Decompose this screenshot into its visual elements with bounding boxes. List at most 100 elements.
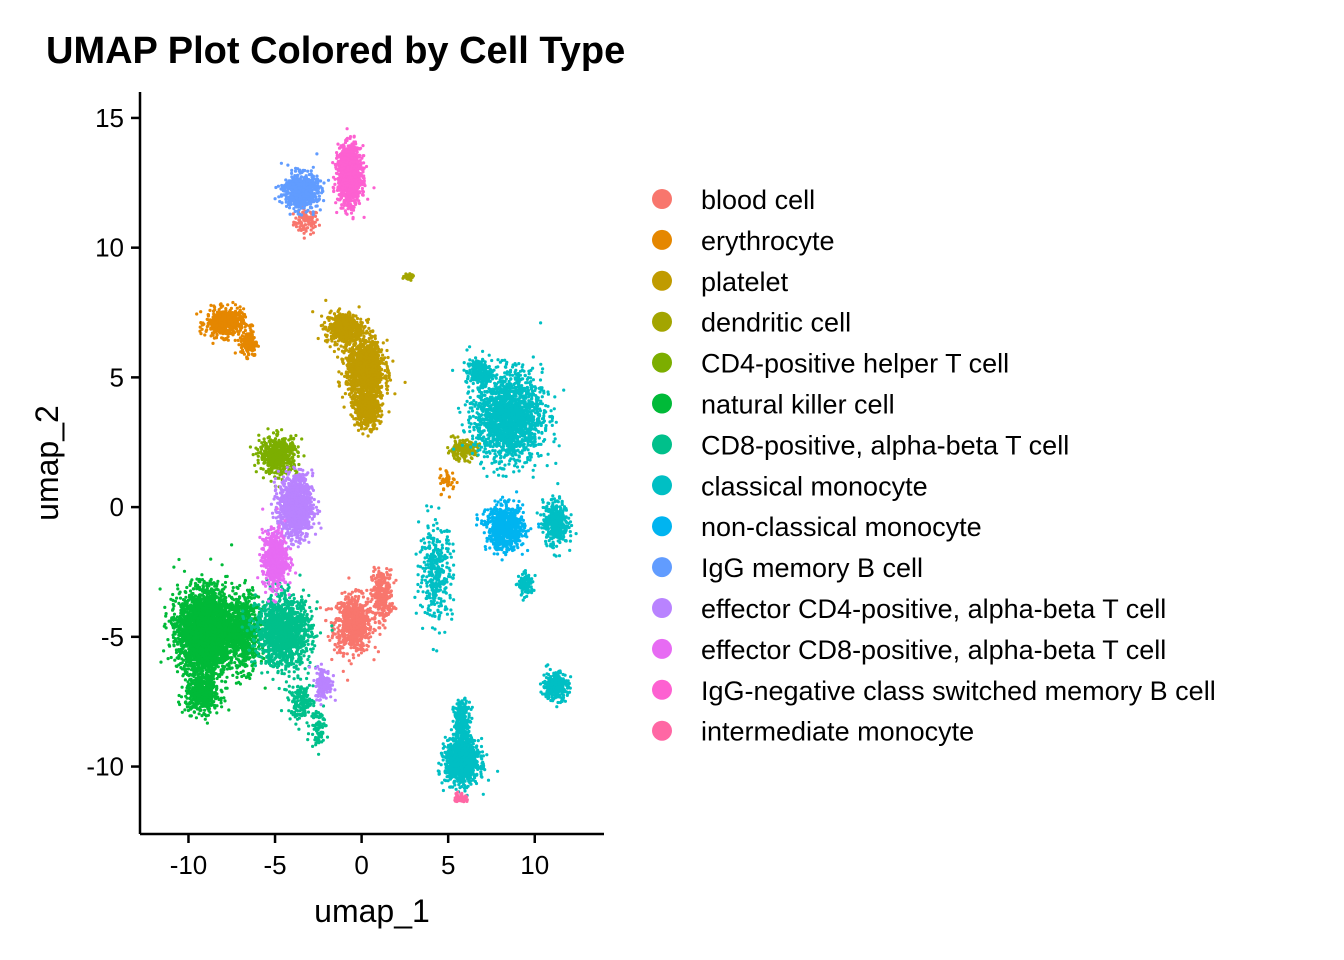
data-point (368, 356, 372, 360)
data-point (384, 360, 388, 364)
data-point (233, 351, 237, 355)
data-point (199, 310, 203, 314)
data-point (356, 405, 360, 409)
data-point (464, 454, 468, 458)
data-point (445, 470, 449, 474)
data-point (388, 573, 392, 577)
data-point (273, 461, 277, 465)
data-point (336, 626, 340, 630)
data-point (359, 403, 363, 407)
data-point (375, 427, 379, 431)
data-point (385, 348, 389, 353)
data-point (370, 408, 375, 412)
data-point (263, 460, 267, 464)
data-point (373, 602, 377, 606)
data-point (341, 669, 345, 674)
data-point (453, 439, 457, 443)
data-point (251, 453, 255, 457)
data-point (369, 599, 373, 604)
data-point (358, 325, 362, 329)
data-point (247, 324, 251, 328)
data-point (291, 456, 295, 460)
data-point (357, 305, 361, 309)
data-point (360, 628, 364, 632)
data-point (346, 387, 350, 391)
data-point (364, 618, 368, 623)
data-point (446, 483, 450, 487)
data-point (220, 336, 224, 340)
data-point (279, 459, 283, 463)
data-point (348, 620, 352, 624)
data-point (368, 628, 372, 632)
data-point (359, 321, 363, 325)
data-point (346, 610, 351, 614)
data-point (346, 604, 350, 608)
data-point (382, 602, 386, 606)
data-point (240, 317, 245, 321)
data-point (342, 601, 346, 605)
data-point (241, 312, 245, 316)
data-point (349, 646, 353, 650)
data-point (353, 635, 357, 639)
data-point (242, 321, 246, 326)
data-point (370, 578, 374, 582)
data-point (352, 332, 356, 337)
data-point (261, 454, 265, 459)
data-point (271, 446, 275, 450)
data-point (337, 347, 341, 351)
data-point (353, 599, 357, 603)
data-point (356, 414, 360, 418)
data-point (370, 370, 374, 374)
data-point (376, 607, 380, 611)
data-point (355, 643, 359, 647)
data-point (218, 303, 222, 307)
data-point (345, 623, 349, 627)
data-point (352, 626, 356, 631)
data-point (228, 329, 232, 333)
data-point (371, 631, 375, 635)
data-point (353, 352, 357, 357)
data-point (348, 362, 352, 366)
data-point (320, 314, 324, 318)
data-point (326, 634, 330, 639)
data-point (218, 318, 222, 322)
data-point (441, 477, 445, 481)
data-point (356, 428, 361, 432)
data-point (211, 316, 215, 320)
data-point (175, 596, 179, 600)
data-point (323, 333, 328, 337)
data-point (195, 312, 199, 316)
data-point (301, 227, 306, 231)
data-point (211, 309, 216, 313)
data-point (346, 678, 350, 682)
data-point (362, 418, 366, 422)
data-point (386, 576, 391, 580)
data-point (379, 415, 383, 419)
data-point (354, 649, 358, 653)
data-point (319, 324, 323, 328)
data-point (362, 326, 366, 330)
data-point (336, 630, 340, 635)
data-point (212, 327, 216, 331)
data-point (373, 402, 377, 406)
data-point (340, 372, 344, 376)
data-point (363, 636, 368, 640)
chart-title: UMAP Plot Colored by Cell Type (46, 30, 625, 72)
data-point (238, 305, 242, 309)
data-point (357, 589, 361, 593)
data-point (261, 467, 265, 471)
data-point (353, 339, 357, 343)
data-point (269, 451, 274, 455)
data-point (384, 374, 388, 378)
data-point (238, 314, 242, 318)
data-point (337, 370, 341, 374)
data-point (352, 356, 356, 360)
data-point (359, 361, 363, 365)
data-point (389, 608, 393, 612)
data-point (350, 319, 354, 323)
data-point (297, 221, 301, 225)
data-point (365, 611, 369, 615)
data-point (217, 311, 221, 315)
data-point (342, 651, 346, 656)
data-point (343, 621, 347, 625)
